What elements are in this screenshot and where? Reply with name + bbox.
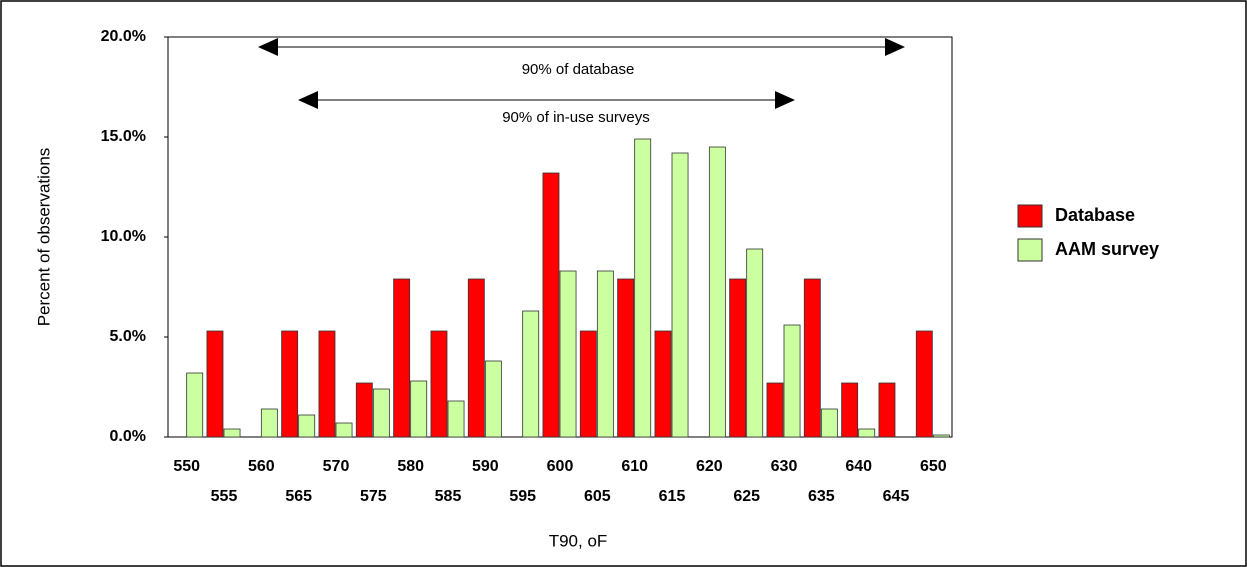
x-tick-label: 590 [472, 458, 499, 475]
bar [206, 330, 224, 438]
y-tick-label: 5.0% [110, 328, 146, 345]
y-tick-label: 0.0% [110, 428, 146, 445]
annotation-database: 90% of database [258, 38, 905, 78]
x-tick-label: 555 [211, 488, 238, 505]
x-tick-label: 640 [845, 458, 872, 475]
legend-swatch [1017, 204, 1043, 228]
legend-label: Database [1055, 205, 1135, 225]
bar [729, 278, 747, 438]
bar [318, 330, 336, 438]
x-tick-label: 580 [397, 458, 424, 475]
bar [522, 310, 540, 438]
x-tick-label: 595 [509, 488, 536, 505]
bar [915, 330, 933, 438]
annotation-text: 90% of database [522, 61, 635, 78]
annotation-text: 90% of in-use surveys [502, 109, 650, 126]
bar [746, 248, 764, 438]
bar [766, 382, 784, 438]
x-tick-label: 585 [435, 488, 462, 505]
x-tick-label: 560 [248, 458, 275, 475]
bar [542, 172, 560, 438]
legend-swatch [1017, 238, 1043, 262]
bar [186, 372, 204, 438]
x-tick-label: 605 [584, 488, 611, 505]
bar [932, 434, 950, 438]
bar [372, 388, 390, 438]
x-tick-label: 650 [920, 458, 947, 475]
bar [654, 330, 672, 438]
bar [298, 414, 316, 438]
arrow-head [298, 91, 318, 109]
x-tick-label: 615 [659, 488, 686, 505]
bar [355, 382, 373, 438]
bar [820, 408, 838, 438]
y-axis-label: Percent of observations [34, 148, 53, 327]
arrow-head [258, 38, 278, 56]
bar [484, 360, 502, 438]
y-tick-label: 10.0% [101, 228, 146, 245]
x-tick-label: 620 [696, 458, 723, 475]
bar [559, 270, 577, 438]
bar [467, 278, 485, 438]
x-tick-label: 575 [360, 488, 387, 505]
bar [878, 382, 896, 438]
annotation-surveys: 90% of in-use surveys [298, 91, 795, 126]
x-tick-label: 645 [883, 488, 910, 505]
bar [335, 422, 353, 438]
y-tick-label: 15.0% [101, 128, 146, 145]
bar [447, 400, 465, 438]
legend-label: AAM survey [1055, 239, 1159, 259]
x-tick-label: 565 [285, 488, 312, 505]
bar [260, 408, 278, 438]
bar [634, 138, 652, 438]
bar [858, 428, 876, 438]
bar [579, 330, 597, 438]
bar [841, 382, 859, 438]
x-tick-label: 610 [621, 458, 648, 475]
x-tick-label: 600 [547, 458, 574, 475]
arrow-head [885, 38, 905, 56]
x-tick-label: 635 [808, 488, 835, 505]
bar [393, 278, 411, 438]
bar [783, 324, 801, 438]
y-tick-label: 20.0% [101, 28, 146, 45]
bar [708, 146, 726, 438]
x-tick-label: 625 [733, 488, 760, 505]
bar [671, 152, 689, 438]
x-axis-label: T90, oF [549, 531, 608, 550]
bar [410, 380, 428, 438]
arrow-head [775, 91, 795, 109]
bar [803, 278, 821, 438]
bar [281, 330, 299, 438]
x-tick-label: 550 [173, 458, 200, 475]
x-tick-label: 630 [771, 458, 798, 475]
bar [617, 278, 635, 438]
x-tick-label: 570 [323, 458, 350, 475]
bar [596, 270, 614, 438]
bar [223, 428, 241, 438]
bar [430, 330, 448, 438]
